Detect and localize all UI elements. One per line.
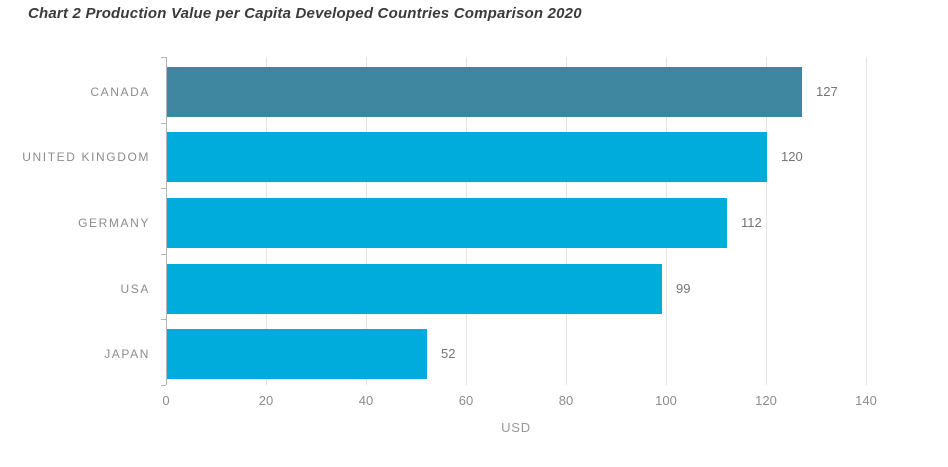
category-label: USA bbox=[120, 282, 150, 296]
gridline-140 bbox=[866, 57, 867, 385]
category-label: GERMANY bbox=[78, 216, 150, 230]
bar-germany bbox=[167, 198, 727, 248]
value-label: 112 bbox=[741, 215, 762, 230]
plot-area: 127 120 112 99 52 bbox=[161, 57, 867, 386]
bar-canada bbox=[167, 67, 802, 117]
y-axis-tick bbox=[161, 385, 166, 386]
x-tick-label: 80 bbox=[558, 393, 574, 408]
value-label: 99 bbox=[676, 281, 691, 296]
x-tick-label: 40 bbox=[358, 393, 374, 408]
x-tick-label: 0 bbox=[162, 393, 170, 408]
x-tick-label: 20 bbox=[258, 393, 274, 408]
bar-japan bbox=[167, 329, 427, 379]
value-label: 127 bbox=[816, 84, 838, 99]
y-axis-line bbox=[166, 57, 167, 385]
chart-title: Chart 2 Production Value per Capita Deve… bbox=[28, 5, 582, 22]
bar-usa bbox=[167, 264, 662, 314]
x-tick-label: 120 bbox=[755, 393, 777, 408]
y-axis-tick bbox=[161, 123, 166, 124]
x-axis-title: USD bbox=[501, 420, 531, 435]
y-axis-tick bbox=[161, 254, 166, 255]
x-tick-label: 60 bbox=[458, 393, 474, 408]
value-label: 52 bbox=[441, 346, 456, 361]
category-label: UNITED KINGDOM bbox=[22, 150, 150, 164]
x-tick-label: 100 bbox=[655, 393, 677, 408]
value-label: 120 bbox=[781, 149, 803, 164]
category-label: JAPAN bbox=[104, 347, 150, 361]
gridline-120 bbox=[766, 57, 767, 385]
category-label: CANADA bbox=[90, 85, 150, 99]
x-tick-label: 140 bbox=[855, 393, 877, 408]
y-axis-tick bbox=[161, 319, 166, 320]
y-axis-tick bbox=[161, 188, 166, 189]
bar-united-kingdom bbox=[167, 132, 767, 182]
y-axis-tick bbox=[161, 57, 166, 58]
